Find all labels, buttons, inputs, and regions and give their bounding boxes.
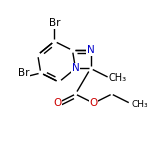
Text: CH₃: CH₃ — [109, 73, 127, 83]
Text: Br: Br — [49, 18, 60, 28]
Text: O: O — [53, 98, 62, 108]
Text: Br: Br — [18, 68, 30, 78]
Text: N: N — [72, 63, 79, 73]
Text: O: O — [90, 98, 98, 108]
Text: CH₃: CH₃ — [131, 100, 148, 109]
Text: N: N — [87, 45, 94, 55]
